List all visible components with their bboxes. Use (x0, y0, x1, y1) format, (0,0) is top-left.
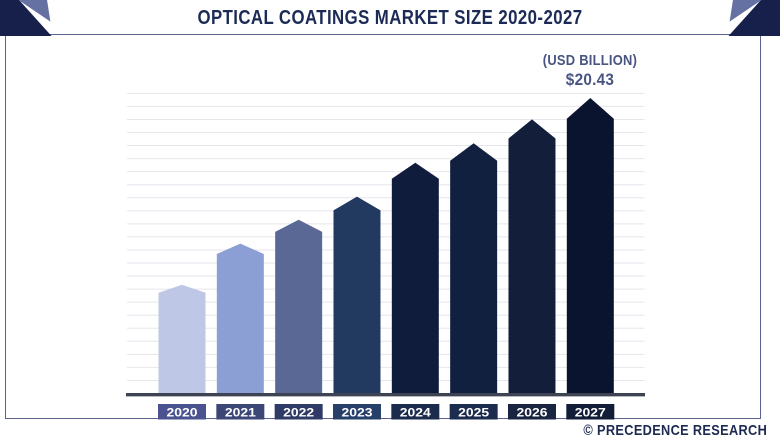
bar-2021 (216, 243, 264, 393)
bar-2020 (158, 284, 206, 393)
bar-2024 (391, 162, 439, 393)
year-label-2024: 2024 (400, 407, 432, 419)
year-label-box-2024 (391, 404, 440, 420)
copyright: © PRECEDENCE RESEARCH (583, 422, 767, 439)
year-label-box-2022 (274, 404, 323, 420)
year-label-box-2021 (216, 404, 265, 420)
year-label-box-2025 (449, 404, 498, 420)
year-label-2025: 2025 (458, 407, 490, 419)
year-label-box-2020 (158, 404, 206, 420)
year-label-2021: 2021 (225, 407, 257, 419)
year-label-2023: 2023 (341, 407, 372, 419)
bar-2022 (275, 219, 323, 393)
year-label-2022: 2022 (283, 407, 314, 419)
year-label-2027: 2027 (575, 407, 606, 419)
bar-2026 (508, 119, 556, 394)
bar-2023 (333, 196, 381, 393)
year-label-box-2023 (332, 404, 381, 420)
year-label-box-2027 (566, 404, 615, 420)
bar-2025 (450, 143, 498, 393)
unit-label: (USD BILLION) (542, 52, 638, 69)
top-value-label: $20.43 (565, 70, 615, 89)
bar-2027 (566, 98, 614, 393)
year-label-box-2026 (507, 404, 556, 420)
year-label-2026: 2026 (516, 407, 547, 419)
chart-title: OPTICAL COATINGS MARKET SIZE 2020-2027 (197, 7, 583, 29)
year-label-2020: 2020 (167, 407, 198, 419)
